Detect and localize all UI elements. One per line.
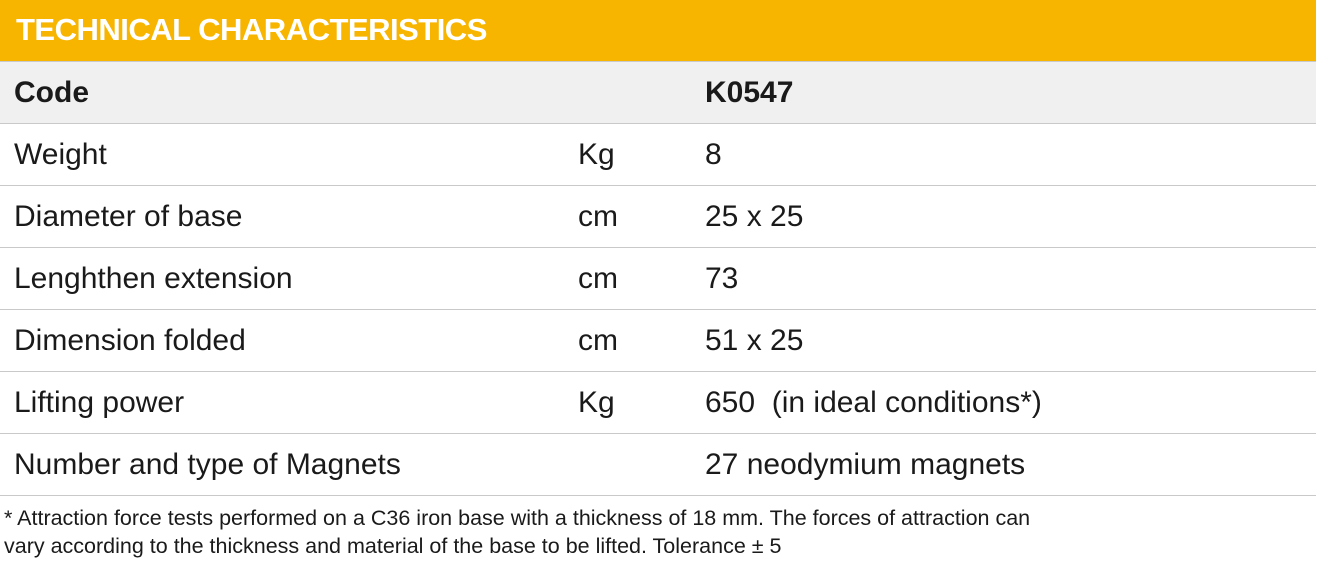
spec-value: 27 neodymium magnets — [705, 448, 1026, 481]
spec-row: Diameter of base cm 25 x 25 — [0, 186, 1316, 248]
spec-label: Dimension folded — [14, 324, 246, 357]
spec-unit: cm — [578, 200, 618, 233]
code-row: Code K0547 — [0, 62, 1316, 124]
spec-label: Diameter of base — [14, 200, 243, 233]
footnote: * Attraction force tests performed on a … — [0, 496, 1316, 560]
rows: Weight Kg 8 Diameter of base cm 25 x 25 Lenght… — [0, 124, 1316, 496]
spec-unit: Kg — [578, 138, 615, 171]
spec-value: 8 — [705, 138, 722, 171]
spec-table: TECHNICAL CHARACTERISTICS Code K0547 Wei… — [0, 0, 1316, 560]
spec-value: 25 x 25 — [705, 200, 804, 233]
spec-row: Dimension folded cm 51 x 25 — [0, 310, 1316, 372]
spec-unit: cm — [578, 262, 618, 295]
spec-value: 650 (in ideal conditions*) — [705, 386, 1042, 419]
footnote-line: vary according to the thickness and mate… — [4, 534, 782, 558]
spec-label: Lenghthen extension — [14, 262, 293, 295]
code-value: K0547 — [705, 76, 794, 109]
spec-value: 51 x 25 — [705, 324, 804, 357]
spec-row: Weight Kg 8 — [0, 124, 1316, 186]
spec-unit: cm — [578, 324, 618, 357]
spec-label: Number and type of Magnets — [14, 448, 401, 481]
spec-row: Lenghthen extension cm 73 — [0, 248, 1316, 310]
spec-unit: Kg — [578, 386, 615, 419]
spec-row: Lifting power Kg 650 (in ideal conditions*… — [0, 372, 1316, 434]
footnote-line: * Attraction force tests performed on a … — [4, 506, 1031, 530]
spec-row: Number and type of Magnets 27 neodymium m… — [0, 434, 1316, 496]
spec-label: Weight — [14, 138, 107, 171]
spec-label: Lifting power — [14, 386, 185, 419]
spec-value: 73 — [705, 262, 739, 295]
table-title: TECHNICAL CHARACTERISTICS — [0, 0, 1316, 62]
code-label: Code — [14, 76, 89, 109]
